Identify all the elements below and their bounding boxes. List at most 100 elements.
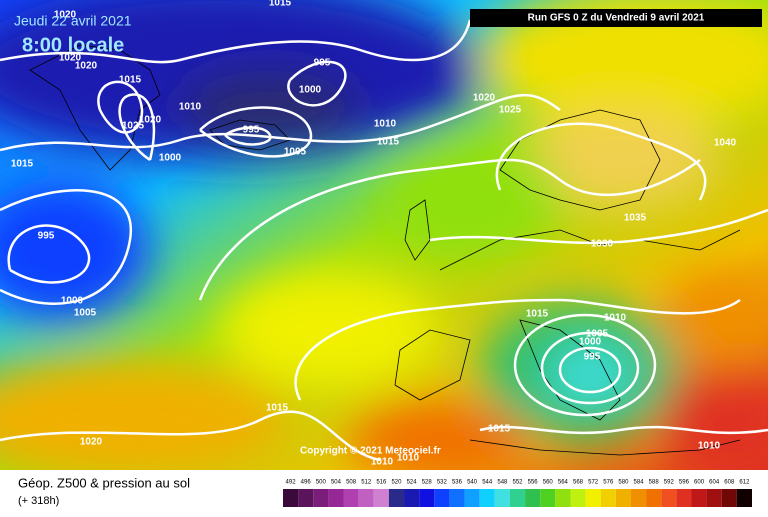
isobar-label: 1020	[59, 53, 82, 64]
run-box	[470, 9, 762, 27]
isobar-label: 1010	[371, 457, 394, 468]
field: 1015102010201020101599510001010102510209…	[0, 0, 768, 470]
scale-cell	[600, 489, 616, 507]
isobar-label: 1000	[579, 337, 602, 348]
isobar-label: 1020	[75, 61, 98, 72]
scale-label: 540	[467, 480, 478, 486]
scale-label: 536	[452, 480, 463, 486]
scale-cell	[494, 489, 510, 507]
scale-label: 556	[528, 480, 539, 486]
scale-label: 532	[437, 480, 448, 486]
isobar-label: 1015	[377, 137, 400, 148]
run-label: Run GFS 0 Z du Vendredi 9 avril 2021	[528, 13, 705, 24]
scale-label: 528	[422, 480, 433, 486]
scale-label: 580	[618, 480, 629, 486]
isobar-label: 1000	[299, 85, 322, 96]
scale-cell	[313, 489, 329, 507]
scale-cell	[630, 489, 647, 507]
scale-cell	[585, 489, 601, 507]
isobar-label: 1010	[604, 313, 627, 324]
isobar-label: 1035	[624, 213, 647, 224]
scale-label: 592	[664, 480, 675, 486]
isobar-label: 1030	[591, 239, 614, 250]
scale-cell	[509, 489, 526, 507]
scale-cell	[283, 489, 299, 507]
time-label: 8:00 locale	[22, 34, 124, 56]
scale-cell	[479, 489, 495, 507]
scale-label: 596	[679, 480, 690, 486]
scale-cell	[721, 489, 737, 507]
isobar-label: 1015	[119, 75, 142, 86]
scale-cell	[388, 489, 405, 507]
scale-label: 604	[709, 480, 720, 486]
date-label: Jeudi 22 avril 2021	[14, 13, 132, 29]
color-scale: 492 496 500 504 508 512 516 520 524 528 532 536 540 5…	[283, 480, 752, 507]
isobar-label: 1005	[586, 329, 609, 340]
scale-cell	[373, 489, 389, 507]
scale-label: 524	[407, 480, 418, 486]
isobar-label: 995	[243, 125, 260, 136]
scale-cell	[343, 489, 359, 507]
isobar-label: 995	[314, 58, 331, 69]
scale-cell	[419, 489, 435, 507]
scale-cell	[615, 489, 631, 507]
footer-subtitle: (+ 318h)	[18, 495, 59, 507]
scale-cell	[646, 489, 662, 507]
scale-cell	[691, 489, 707, 507]
scale-label: 504	[331, 480, 342, 486]
isobar-label: 1015	[269, 0, 292, 9]
scale-label: 512	[361, 480, 372, 486]
isobar-label: 995	[584, 352, 601, 363]
isobar-label: 1015	[11, 159, 34, 170]
scale-cell	[404, 489, 420, 507]
scale-cell	[736, 489, 752, 507]
isobar-label: 1010	[179, 102, 202, 113]
scale-label: 612	[739, 480, 750, 486]
scale-label: 496	[301, 480, 312, 486]
scale-label: 500	[316, 480, 327, 486]
isobar-label: 1040	[714, 138, 737, 149]
scale-cell	[676, 489, 692, 507]
isobar-label: 1010	[374, 119, 397, 130]
scale-label: 568	[573, 480, 584, 486]
scale-label: 560	[543, 480, 554, 486]
scale-cell	[525, 489, 541, 507]
scale-label: 564	[558, 480, 569, 486]
isobar-label: 1025	[499, 105, 522, 116]
isobars	[0, 19, 768, 462]
scale-label: 520	[391, 480, 402, 486]
scale-label: 572	[588, 480, 599, 486]
isobar-label: 1020	[473, 93, 496, 104]
footer-title: Géop. Z500 & pression au sol	[18, 475, 190, 490]
scale-label: 492	[286, 480, 297, 486]
scale-cell	[706, 489, 722, 507]
isobar-label: 1000	[61, 296, 84, 307]
isobar-label: 1020	[54, 10, 77, 21]
scale-label: 548	[497, 480, 508, 486]
scale-label: 576	[603, 480, 614, 486]
scale-label: 584	[634, 480, 645, 486]
isobar-labels: 1015102010201020101599510001010102510209…	[11, 0, 737, 468]
scale-cell	[434, 489, 450, 507]
isobar-label: 1005	[74, 308, 97, 319]
scale-cell	[661, 489, 677, 507]
scale-label: 508	[346, 480, 357, 486]
scale-label: 552	[512, 480, 523, 486]
scale-label: 544	[482, 480, 493, 486]
isobar-label: 1020	[139, 115, 162, 126]
isobar-label: 1010	[698, 441, 721, 452]
scale-cell	[540, 489, 556, 507]
scale-label: 516	[376, 480, 387, 486]
scale-cell	[555, 489, 571, 507]
isobar-label: 1000	[159, 153, 182, 164]
isobar-label: 1005	[284, 147, 307, 158]
scale-cell	[570, 489, 586, 507]
scale-cell	[449, 489, 465, 507]
isobar-label: 1010	[397, 453, 420, 464]
scale-label: 588	[649, 480, 660, 486]
isobar-label: 1015	[488, 424, 511, 435]
scale-label: 608	[724, 480, 735, 486]
scale-cell	[298, 489, 314, 507]
copyright: Copyright © 2021 Meteociel.fr	[300, 446, 441, 457]
